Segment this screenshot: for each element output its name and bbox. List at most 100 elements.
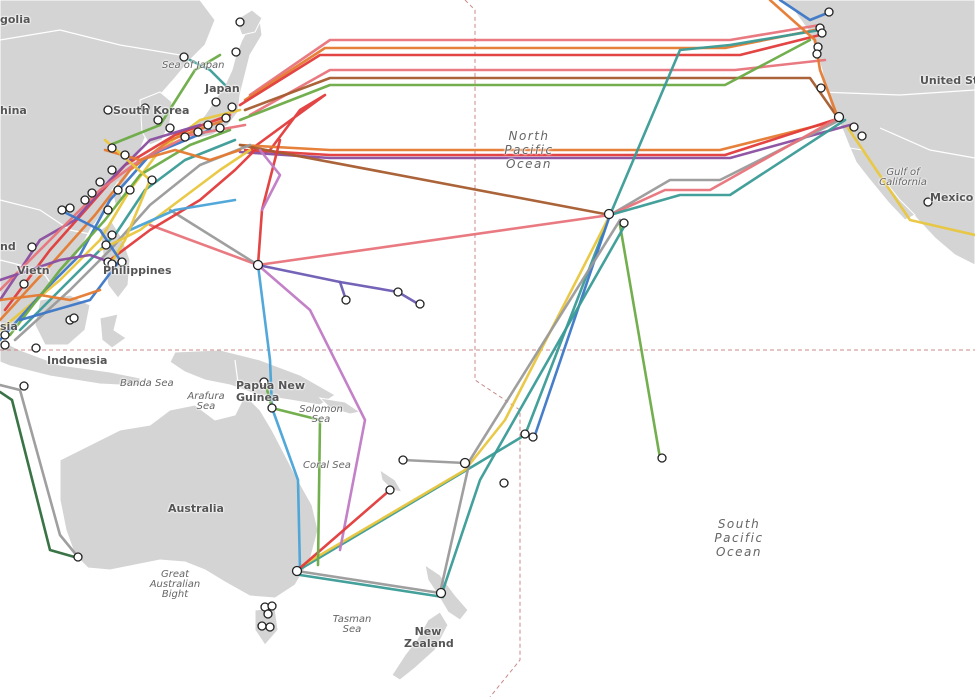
cable-asia-16[interactable] [103, 138, 152, 267]
landing-station[interactable] [19, 381, 29, 391]
landing-station[interactable] [69, 313, 79, 323]
landing-station[interactable] [147, 175, 157, 185]
cable-asia-19[interactable] [0, 288, 102, 302]
landing-station[interactable] [31, 343, 41, 353]
cable-wa-2[interactable] [0, 390, 80, 560]
landing-stations[interactable] [0, 7, 933, 632]
cable-transpacific-4[interactable] [248, 58, 827, 117]
landing-station[interactable] [113, 185, 123, 195]
landing-station[interactable] [817, 28, 827, 38]
landing-station[interactable] [619, 218, 629, 228]
cable-japan-guam[interactable] [238, 143, 612, 217]
cable-hawaii-nz-2[interactable] [441, 223, 627, 592]
landing-station[interactable] [520, 429, 530, 439]
cable-asia-4[interactable] [8, 128, 232, 337]
landing-station[interactable] [393, 287, 403, 297]
cable-asia-14[interactable] [108, 53, 222, 147]
cable-aus-nc[interactable] [298, 488, 392, 570]
cable-us-mexico[interactable] [846, 126, 975, 237]
landing-station[interactable] [849, 122, 859, 132]
landing-station[interactable] [824, 7, 834, 17]
landing-station[interactable] [125, 185, 135, 195]
landing-station[interactable] [499, 478, 509, 488]
landing-station[interactable] [385, 485, 395, 495]
landing-station[interactable] [459, 457, 471, 469]
cable-aus-nz-1[interactable] [295, 569, 442, 595]
cable-hawaii-aus-2[interactable] [296, 213, 612, 570]
landing-station[interactable] [415, 299, 425, 309]
landing-station[interactable] [257, 621, 267, 631]
landing-station[interactable] [103, 105, 113, 115]
landing-station[interactable] [107, 143, 117, 153]
landing-station[interactable] [263, 609, 273, 619]
landing-station-sydney[interactable] [291, 565, 303, 577]
landing-station[interactable] [265, 622, 275, 632]
landing-station[interactable] [0, 340, 10, 350]
landing-station[interactable] [27, 242, 37, 252]
cable-nc-fiji[interactable] [401, 458, 467, 465]
landing-station[interactable] [227, 102, 237, 112]
landing-station-auckland[interactable] [435, 587, 447, 599]
cable-hawaii-us-1[interactable] [608, 28, 822, 217]
landing-station[interactable] [833, 111, 845, 123]
landing-station[interactable] [117, 257, 127, 267]
landing-station[interactable] [193, 127, 203, 137]
cable-aus-nz-2[interactable] [298, 573, 445, 599]
cable-asia-12[interactable] [128, 198, 237, 232]
cable-asia-18[interactable] [0, 253, 112, 282]
cable-transpacific-5[interactable] [243, 76, 840, 120]
cable-transpacific-8[interactable] [238, 118, 842, 152]
cable-guam-taiwan[interactable] [168, 208, 260, 267]
landing-station[interactable] [923, 197, 933, 207]
cable-guam-pacific[interactable] [256, 263, 422, 307]
cable-transpacific-1[interactable] [248, 23, 822, 97]
landing-station[interactable] [65, 203, 75, 213]
landing-station[interactable] [231, 47, 241, 57]
cable-hawaii-aus-1[interactable] [295, 213, 612, 573]
cable-asia-11[interactable] [108, 148, 257, 262]
landing-station[interactable] [103, 205, 113, 215]
cable-guam-aus-2[interactable] [256, 263, 367, 552]
landing-station[interactable] [211, 97, 221, 107]
cable-guam-japan[interactable] [256, 138, 282, 267]
landing-station[interactable] [812, 49, 822, 59]
landing-station[interactable] [0, 330, 10, 340]
landing-station[interactable] [165, 123, 175, 133]
landing-station[interactable] [107, 165, 117, 175]
landing-station[interactable] [398, 455, 408, 465]
landing-station[interactable] [95, 177, 105, 187]
landing-station[interactable] [120, 150, 130, 160]
landing-station[interactable] [153, 115, 163, 125]
landing-station[interactable] [80, 195, 90, 205]
landing-station[interactable] [235, 17, 245, 27]
landing-station[interactable] [73, 552, 83, 562]
landing-station[interactable] [179, 52, 189, 62]
landing-station[interactable] [259, 377, 269, 387]
cable-hawaii-aus-3[interactable] [533, 213, 612, 437]
cable-transpacific-6[interactable] [238, 38, 812, 122]
landing-station[interactable] [267, 403, 277, 413]
landing-station[interactable] [107, 230, 117, 240]
cable-asia-2[interactable] [0, 118, 227, 322]
cable-transpacific-9[interactable] [243, 116, 842, 157]
cable-us-coast[interactable] [778, 0, 832, 22]
landing-station-hawaii[interactable] [603, 208, 615, 220]
landing-station[interactable] [215, 123, 225, 133]
landing-station[interactable] [528, 432, 538, 442]
landing-station[interactable] [57, 205, 67, 215]
cable-guam-png[interactable] [258, 148, 282, 212]
cable-hawaii-south-1[interactable] [618, 223, 662, 460]
cable-wa-1[interactable] [0, 383, 80, 559]
landing-station[interactable] [203, 120, 213, 130]
landing-station[interactable] [180, 132, 190, 142]
landing-station[interactable] [140, 103, 150, 113]
landing-station-guam[interactable] [252, 259, 264, 271]
landing-station[interactable] [19, 279, 29, 289]
cable-hawaii-us-3[interactable] [608, 116, 840, 217]
landing-station[interactable] [657, 453, 667, 463]
landing-station[interactable] [87, 188, 97, 198]
cable-transpacific-10[interactable] [238, 123, 852, 160]
cable-hawaii-nz-1[interactable] [438, 218, 622, 595]
